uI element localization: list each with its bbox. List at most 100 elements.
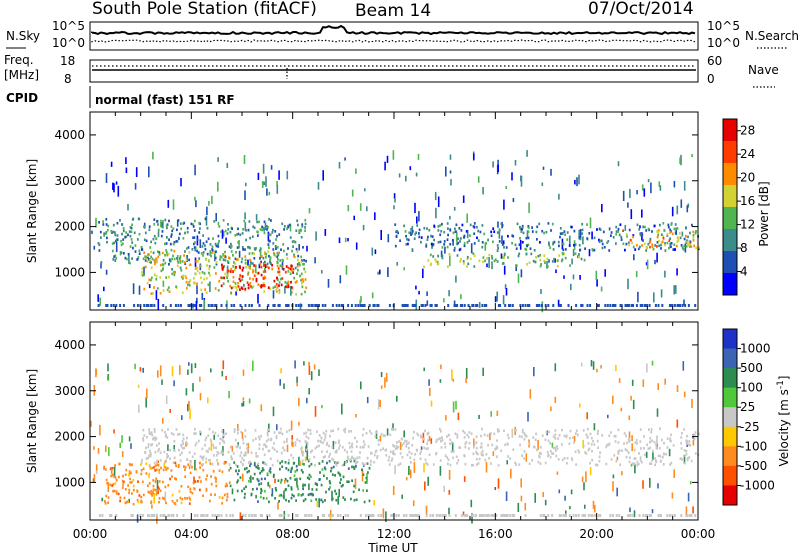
echo-cell (305, 431, 308, 435)
echo-cell (202, 234, 204, 237)
echo-cell (98, 243, 101, 247)
echo-cell (277, 502, 279, 510)
echo-cell (656, 408, 659, 417)
echo-cell (481, 514, 484, 517)
echo-cell (657, 230, 660, 234)
echo-cell (253, 274, 256, 277)
echo-cell (370, 432, 373, 435)
echo-cell (540, 304, 543, 307)
echo-cell (139, 514, 142, 517)
echo-cell (294, 281, 297, 284)
echo-cell (618, 449, 621, 452)
echo-cell (490, 234, 493, 238)
echo-cell (463, 234, 466, 238)
echo-cell (162, 496, 164, 500)
echo-cell (299, 460, 301, 466)
echo-cell (425, 514, 428, 517)
echo-cell (379, 400, 381, 407)
echo-cell (463, 244, 466, 248)
echo-cell (565, 510, 567, 514)
echo-cell (674, 227, 677, 231)
echo-cell (104, 232, 107, 235)
echo-cell (429, 387, 431, 396)
echo-cell (208, 201, 210, 206)
echo-cell (473, 222, 476, 225)
echo-cell (149, 259, 151, 262)
echo-cell (246, 281, 249, 284)
echo-cell (685, 453, 688, 456)
echo-cell (527, 226, 530, 229)
echo-cell (222, 360, 225, 370)
echo-cell (146, 281, 149, 285)
echo-cell (113, 255, 116, 258)
echo-cell (175, 464, 177, 468)
echo-cell (298, 230, 301, 234)
echo-cell (257, 271, 260, 275)
echo-cell (100, 236, 102, 239)
echo-cell (268, 266, 270, 270)
echo-cell (424, 429, 426, 433)
echo-cell (247, 228, 250, 232)
echo-cell (586, 223, 588, 226)
echo-cell (659, 427, 661, 431)
echo-cell (679, 157, 681, 164)
echo-cell (335, 492, 338, 496)
echo-cell (407, 238, 410, 242)
echo-cell (467, 262, 470, 266)
echo-cell (582, 514, 585, 517)
echo-cell (519, 239, 522, 250)
echo-cell (286, 227, 288, 231)
echo-cell (636, 463, 639, 467)
echo-cell (153, 234, 156, 238)
echo-cell (199, 488, 201, 492)
echo-cell (285, 488, 287, 491)
echo-cell (184, 496, 186, 500)
echo-cell (308, 208, 311, 214)
echo-cell (514, 461, 516, 465)
echo-cell (443, 298, 445, 303)
echo-cell (452, 401, 455, 413)
echo-cell (132, 502, 135, 506)
nsky-tick-bottom: 10^0 (52, 36, 85, 50)
echo-cell (219, 258, 221, 261)
echo-cell (683, 428, 686, 431)
echo-cell (382, 447, 384, 450)
nsearch-label: N.Search (745, 29, 799, 43)
echo-cell (209, 281, 211, 293)
echo-cell (615, 514, 618, 517)
echo-cell (215, 454, 218, 457)
echo-cell (623, 432, 626, 435)
echo-cell (475, 446, 478, 450)
echo-cell (318, 478, 321, 481)
echo-cell (192, 236, 194, 239)
echo-cell (153, 259, 156, 262)
echo-cell (692, 236, 695, 240)
echo-cell (150, 489, 153, 493)
echo-cell (159, 514, 162, 517)
echo-cell (260, 482, 263, 485)
echo-cell (490, 514, 493, 517)
echo-cell (155, 437, 158, 440)
echo-cell (304, 483, 306, 487)
echo-cell (564, 495, 566, 501)
echo-cell (287, 285, 290, 289)
echo-cell (482, 453, 484, 457)
echo-cell (521, 454, 523, 457)
echo-cell (680, 442, 682, 445)
echo-cell (590, 436, 593, 440)
echo-cell (280, 493, 283, 497)
colorbar-segment (723, 465, 737, 486)
echo-cell (657, 483, 659, 489)
echo-cell (649, 240, 651, 243)
echo-cell (173, 445, 175, 451)
echo-cell (131, 223, 133, 227)
echo-cell (387, 234, 390, 243)
echo-cell (127, 203, 129, 211)
echo-cell (328, 487, 330, 491)
echo-cell (472, 463, 474, 467)
echo-cell (477, 229, 480, 233)
echo-cell (131, 463, 133, 466)
echo-cell (515, 264, 517, 267)
echo-cell (195, 468, 197, 471)
echo-cell (303, 259, 305, 262)
